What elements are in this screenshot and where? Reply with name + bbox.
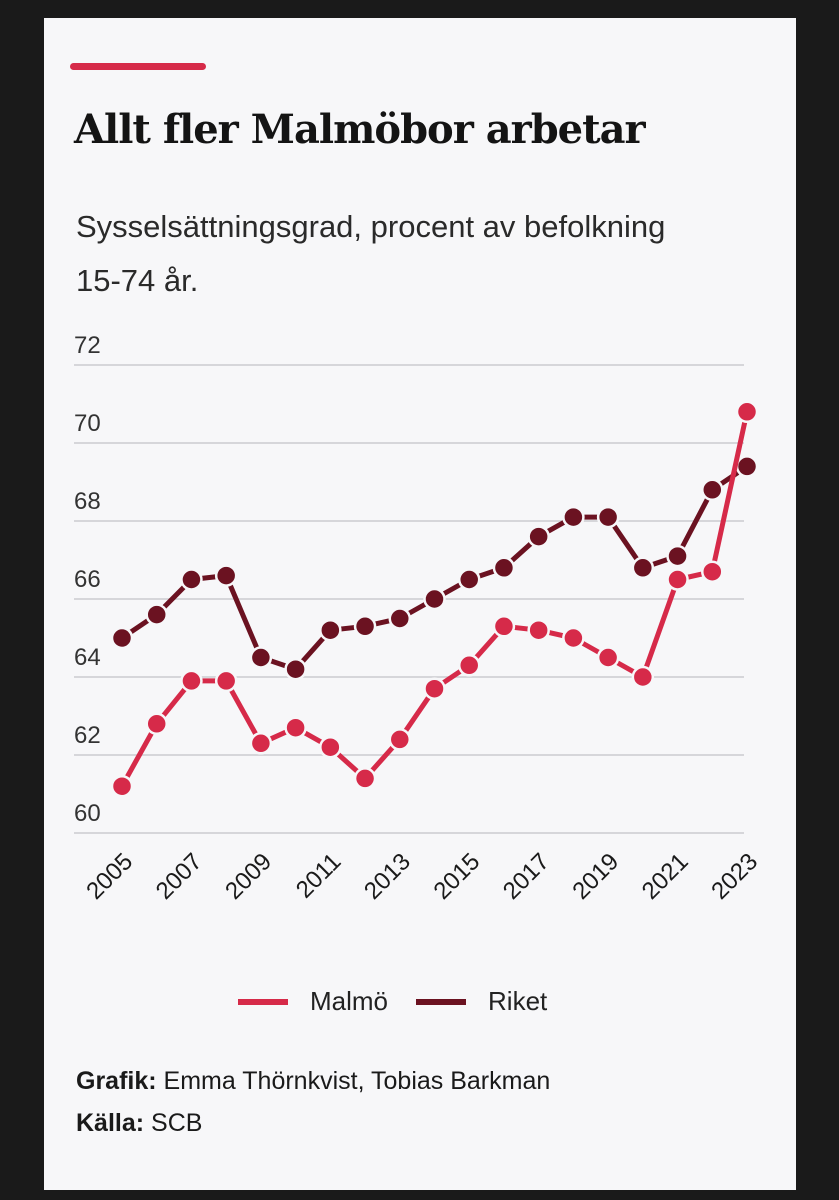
legend-label-malmo: Malmö (310, 986, 389, 1016)
data-point-riket-2011 (319, 618, 342, 642)
data-point-riket-2009 (249, 646, 273, 669)
data-point-malmo-2008 (214, 669, 238, 693)
y-tick-label: 66 (74, 566, 101, 593)
credit-kalla-value: SCB (151, 1109, 203, 1137)
legend-item-riket: Riket (416, 986, 547, 1017)
data-point-riket-2014 (423, 587, 446, 611)
credit-grafik: Grafik: Emma Thörnkvist, Tobias Barkman (76, 1060, 550, 1102)
credit-grafik-label: Grafik: (76, 1067, 157, 1095)
x-tick-label: 2019 (567, 848, 624, 905)
accent-bar (70, 63, 206, 70)
data-point-malmo-2005 (110, 774, 134, 798)
data-point-riket-2006 (145, 603, 168, 626)
data-point-malmo-2015 (457, 654, 481, 677)
data-point-malmo-2017 (527, 618, 550, 642)
data-point-riket-2013 (388, 607, 412, 630)
data-point-riket-2010 (284, 657, 307, 681)
data-point-malmo-2007 (180, 669, 203, 693)
legend-swatch-riket (416, 998, 467, 1005)
x-tick-label: 2009 (220, 848, 277, 905)
data-point-riket-2012 (353, 615, 377, 638)
x-tick-label: 2017 (498, 848, 555, 905)
chart-title: Allt fler Malmöbor arbetar (74, 106, 646, 153)
y-tick-label: 60 (74, 800, 101, 827)
data-point-malmo-2014 (423, 677, 446, 700)
data-point-malmo-2013 (388, 728, 412, 751)
y-tick-label: 72 (74, 332, 101, 359)
y-tick-label: 64 (74, 644, 101, 671)
data-point-malmo-2011 (319, 735, 342, 759)
x-tick-label: 2005 (81, 848, 138, 905)
x-tick-label: 2013 (359, 848, 416, 905)
data-point-riket-2005 (110, 626, 134, 650)
data-point-malmo-2012 (353, 767, 377, 790)
legend-swatch-malmo (238, 998, 288, 1005)
x-tick-label: 2015 (428, 848, 485, 905)
data-point-riket-2021 (666, 544, 689, 568)
legend: Malmö Riket (238, 986, 575, 1017)
chart-subtitle: Sysselsättningsgrad, procent av befolkni… (76, 209, 666, 298)
data-point-riket-2015 (457, 568, 481, 591)
data-point-malmo-2018 (562, 626, 585, 650)
y-tick-label: 70 (74, 410, 101, 437)
x-tick-label: 2023 (706, 848, 763, 905)
data-point-malmo-2019 (596, 646, 620, 669)
credit-grafik-value: Emma Thörnkvist, Tobias Barkman (163, 1067, 551, 1095)
data-point-riket-2018 (562, 505, 585, 529)
data-point-riket-2023 (735, 455, 759, 478)
credit-kalla-label: Källa: (76, 1109, 145, 1137)
credits: Grafik: Emma Thörnkvist, Tobias Barkman … (76, 1060, 550, 1144)
data-point-malmo-2009 (249, 732, 273, 755)
data-point-malmo-2006 (145, 712, 168, 736)
data-point-malmo-2022 (701, 560, 724, 583)
data-point-malmo-2010 (284, 716, 307, 739)
data-point-malmo-2023 (735, 400, 759, 424)
data-point-malmo-2020 (631, 665, 655, 689)
credit-kalla: Källa: SCB (76, 1102, 550, 1144)
x-tick-label: 2011 (291, 848, 347, 904)
chart-card: Allt fler Malmöbor arbetar Sysselsättnin… (44, 18, 796, 1190)
data-point-riket-2020 (631, 556, 655, 580)
y-tick-label: 62 (74, 722, 101, 749)
data-point-riket-2016 (492, 556, 516, 580)
data-point-riket-2008 (214, 564, 238, 587)
data-point-riket-2019 (596, 505, 620, 529)
legend-label-riket: Riket (488, 986, 548, 1016)
x-tick-label: 2007 (151, 848, 208, 905)
data-point-malmo-2021 (666, 568, 689, 591)
data-point-malmo-2016 (492, 615, 516, 638)
y-tick-label: 68 (74, 488, 101, 515)
data-point-riket-2022 (701, 478, 724, 502)
x-tick-label: 2021 (637, 848, 694, 905)
legend-item-malmo: Malmö (238, 986, 388, 1017)
data-point-riket-2007 (180, 568, 203, 591)
data-point-riket-2017 (527, 525, 550, 548)
